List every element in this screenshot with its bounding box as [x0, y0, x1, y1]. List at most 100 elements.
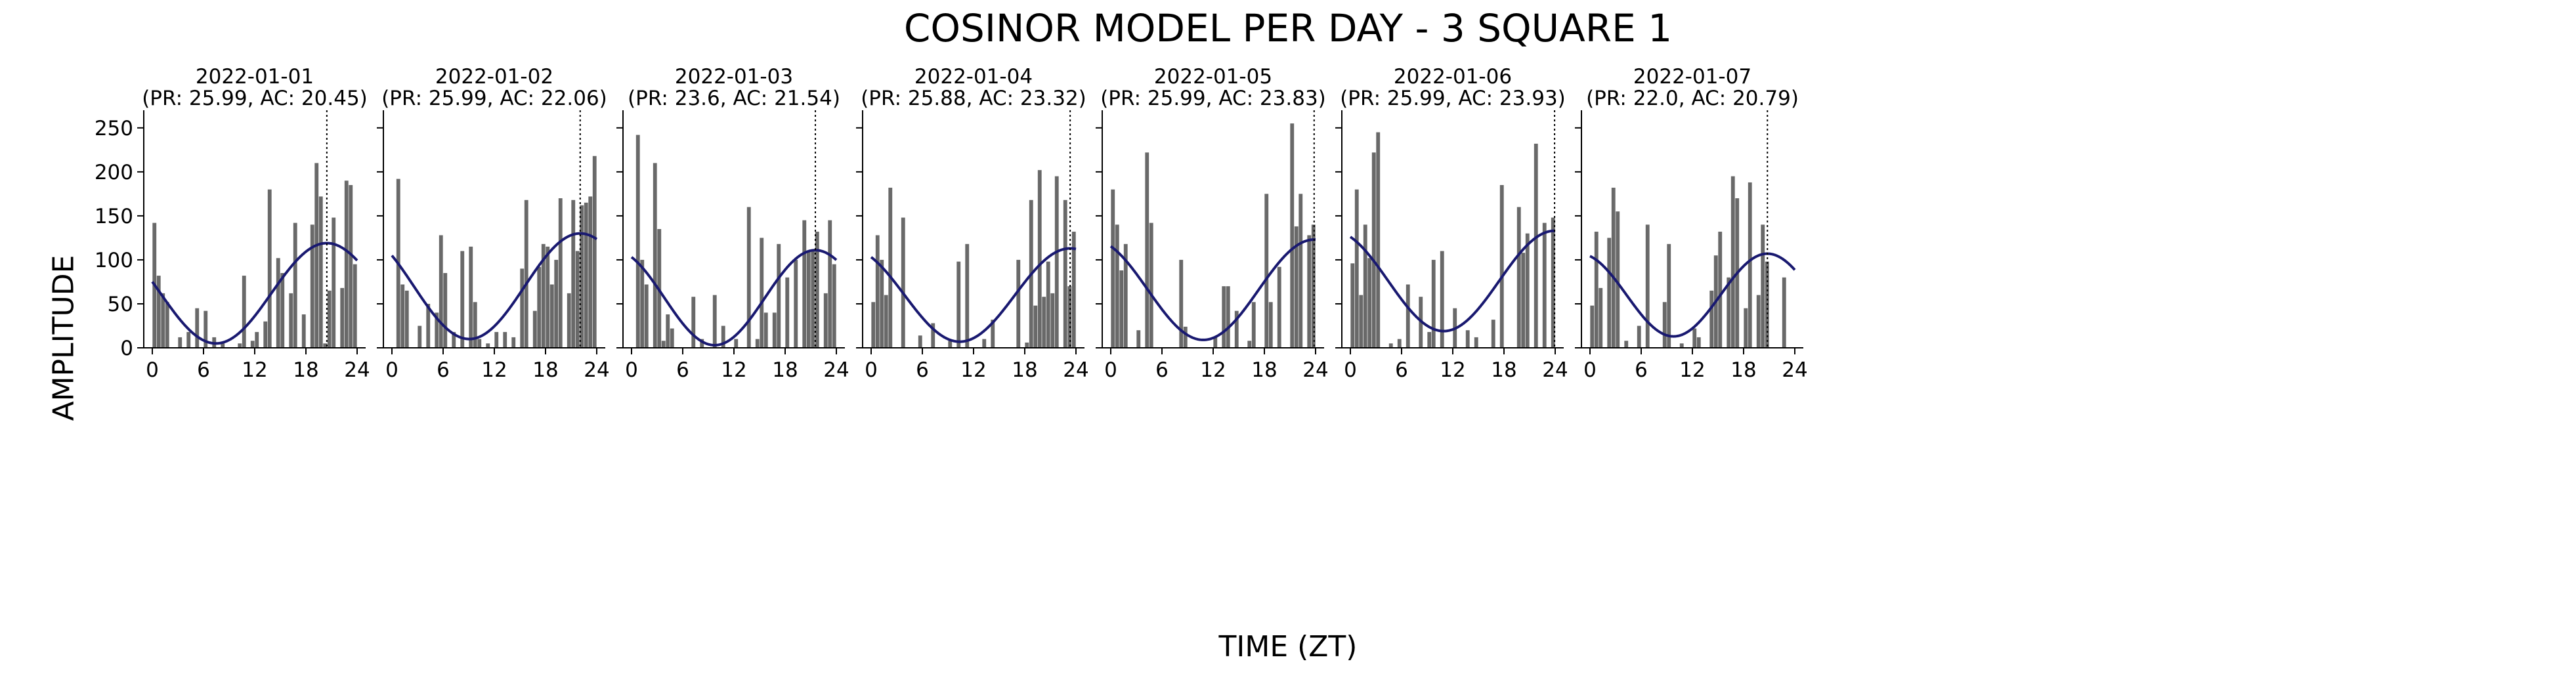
- activity-bar: [1440, 251, 1444, 348]
- activity-bar: [1350, 263, 1355, 348]
- activity-bar: [1264, 194, 1269, 348]
- activity-bar: [1542, 222, 1547, 348]
- x-tick-label: 18: [532, 358, 558, 382]
- activity-bar: [1063, 200, 1067, 348]
- activity-bar: [888, 187, 893, 348]
- activity-bar: [1016, 259, 1021, 348]
- activity-bar: [763, 312, 768, 348]
- activity-bar: [1616, 211, 1620, 348]
- activity-bar: [931, 323, 935, 348]
- activity-bar: [1115, 224, 1119, 348]
- x-tick-label: 18: [1491, 358, 1516, 382]
- activity-bar: [760, 238, 764, 348]
- activity-bar: [263, 321, 268, 348]
- x-tick-label: 18: [772, 358, 798, 382]
- x-tick-label: 18: [1251, 358, 1277, 382]
- activity-bar: [1123, 243, 1128, 348]
- cosinor-fit-line: [151, 242, 358, 345]
- activity-bar: [592, 156, 597, 348]
- activity-bar: [293, 222, 297, 348]
- activity-bar: [1397, 339, 1402, 348]
- panel-title-date: 2022-01-03: [675, 65, 793, 89]
- activity-bar: [635, 135, 640, 348]
- activity-bar: [340, 287, 345, 348]
- activity-bar: [554, 259, 559, 348]
- activity-bar: [1645, 224, 1650, 348]
- activity-bar: [1376, 132, 1381, 348]
- x-tick-label: 24: [1063, 358, 1088, 382]
- panel-title-stats: (PR: 25.99, AC: 23.93): [1340, 87, 1566, 110]
- x-tick-label: 18: [1730, 358, 1756, 382]
- panel-2022-01-02: 0 6 12 18 24 2022-01-02(PR: 25.99, AC: 22.06): [377, 65, 610, 382]
- panel-2022-01-03: 0 6 12 18 24 2022-01-03(PR: 23.6, AC: 21.54): [616, 65, 849, 382]
- activity-bar: [186, 331, 191, 348]
- activity-bar: [301, 314, 306, 348]
- activity-bar: [1226, 286, 1230, 348]
- activity-bar: [588, 196, 593, 348]
- activity-bar: [956, 261, 961, 348]
- activity-bar: [435, 312, 439, 348]
- activity-bar: [691, 297, 696, 348]
- activity-bar: [734, 339, 739, 348]
- activity-bar: [1213, 337, 1218, 348]
- activity-bar: [644, 284, 649, 348]
- activity-bar: [1311, 224, 1316, 348]
- activity-bar: [161, 293, 165, 348]
- activity-bar: [353, 264, 357, 348]
- activity-bar: [1299, 194, 1303, 348]
- activity-bar: [1782, 277, 1786, 348]
- activity-bar: [486, 343, 490, 348]
- activity-bar: [823, 293, 828, 348]
- activity-bar: [1534, 143, 1538, 348]
- x-tick-label: 6: [1635, 358, 1648, 382]
- activity-bar: [276, 258, 280, 348]
- activity-bar: [1136, 330, 1141, 348]
- activity-bar: [1234, 310, 1239, 348]
- activity-bar: [242, 276, 246, 348]
- activity-bar: [1222, 286, 1226, 348]
- x-tick-label: 6: [437, 358, 450, 382]
- activity-bar: [178, 337, 182, 348]
- figure-title: COSINOR MODEL PER DAY - 3 SQUARE 1: [903, 6, 1673, 51]
- activity-bar: [1516, 207, 1521, 348]
- x-tick-label: 6: [1155, 358, 1169, 382]
- activity-bar: [473, 302, 477, 348]
- activity-bar: [1033, 305, 1038, 348]
- activity-bar: [1251, 302, 1256, 348]
- x-tick-label: 0: [146, 358, 159, 382]
- activity-bar: [165, 302, 169, 348]
- activity-bar: [901, 217, 905, 348]
- panel-2022-01-05: 0 6 12 18 24 2022-01-05(PR: 25.99, AC: 23.83): [1096, 65, 1329, 382]
- activity-bar: [1388, 343, 1393, 348]
- activity-bar: [400, 284, 405, 348]
- activity-bar: [349, 184, 353, 348]
- activity-bar: [546, 246, 550, 348]
- activity-bar: [1179, 259, 1184, 348]
- panel-title-date: 2022-01-06: [1394, 65, 1512, 89]
- activity-bar: [918, 335, 922, 348]
- activity-bar: [1662, 302, 1667, 348]
- activity-bar: [1594, 232, 1599, 348]
- x-tick-label: 0: [1344, 358, 1357, 382]
- activity-bar: [1367, 258, 1372, 348]
- activity-bar: [1465, 330, 1470, 348]
- activity-bar: [1667, 243, 1671, 348]
- activity-bar: [1427, 331, 1432, 348]
- activity-bar: [721, 326, 725, 348]
- activity-bar: [1294, 226, 1299, 348]
- activity-bar: [537, 266, 542, 348]
- activity-bar: [503, 331, 507, 348]
- cosinor-fit-line: [391, 232, 598, 341]
- x-tick-label: 24: [344, 358, 370, 382]
- activity-bar: [1709, 290, 1714, 348]
- activity-bar: [524, 200, 528, 348]
- activity-bar: [700, 339, 704, 348]
- activity-bar: [558, 198, 563, 348]
- activity-bar: [443, 273, 448, 348]
- y-tick-label: 100: [95, 249, 133, 272]
- activity-bar: [1679, 343, 1684, 348]
- x-tick-label: 0: [385, 358, 398, 382]
- activity-bar: [477, 339, 482, 348]
- panel-title-stats: (PR: 25.88, AC: 23.32): [861, 87, 1086, 110]
